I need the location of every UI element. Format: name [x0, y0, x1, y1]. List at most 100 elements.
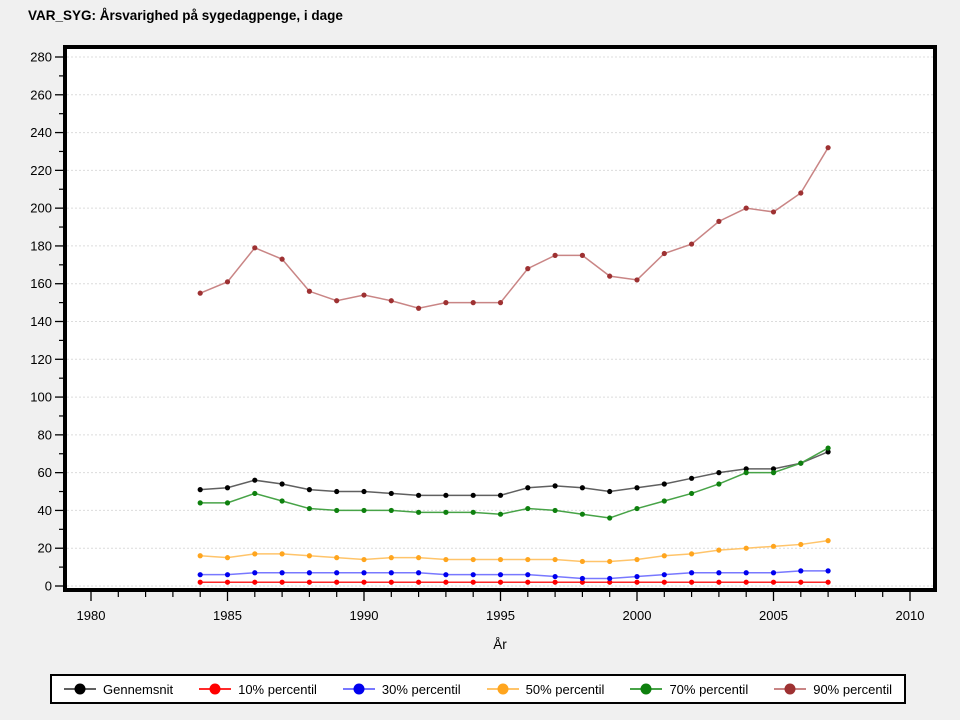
y-tick-label: 80 [38, 427, 52, 442]
data-point-30-percentil [197, 572, 203, 578]
data-point-10-percentil [716, 579, 722, 585]
data-point-10-percentil [825, 579, 831, 585]
x-axis-title: År [493, 637, 507, 652]
x-tick-label: 2005 [759, 608, 788, 623]
data-point-10-percentil [252, 579, 258, 585]
data-point-gennemsnit [279, 481, 285, 487]
data-point-50-percentil [634, 556, 640, 563]
y-tick-label: 140 [30, 314, 52, 329]
data-point-gennemsnit [416, 492, 422, 498]
data-point-50-percentil [361, 556, 367, 563]
data-point-70-percentil [497, 511, 504, 517]
data-point-gennemsnit [607, 488, 613, 495]
data-point-70-percentil [607, 515, 613, 521]
data-point-50-percentil [388, 555, 394, 561]
legend-marker-icon [774, 683, 807, 695]
data-point-30-percentil [388, 570, 394, 576]
data-point-10-percentil [470, 579, 476, 585]
data-point-30-percentil [716, 570, 722, 576]
y-axis: 0 20 40 60 80 100 120 140 160 180 200 220 240 260 280 [30, 50, 63, 594]
data-point-90-percentil [388, 298, 394, 304]
data-point-90-percentil [825, 145, 831, 151]
data-point-70-percentil [716, 481, 722, 487]
data-point-50-percentil [497, 556, 504, 563]
data-point-10-percentil [497, 579, 504, 585]
data-point-50-percentil [416, 555, 422, 561]
plot-area: 0 20 40 60 80 100 120 140 160 180 200 220 240 260 280 1… [30, 45, 937, 623]
data-point-gennemsnit [306, 487, 312, 493]
x-tick-label: 1985 [213, 608, 242, 623]
data-point-gennemsnit [497, 492, 504, 498]
data-point-70-percentil [579, 511, 586, 517]
data-point-10-percentil [689, 579, 695, 585]
data-point-50-percentil [224, 555, 231, 561]
data-point-70-percentil [334, 507, 340, 514]
y-tick-label: 260 [30, 87, 52, 102]
data-point-10-percentil [416, 579, 422, 585]
data-point-10-percentil [770, 579, 777, 585]
series-10-percentil [197, 579, 831, 585]
data-point-50-percentil [607, 558, 613, 565]
data-point-90-percentil [716, 218, 722, 224]
data-point-30-percentil [661, 572, 667, 578]
data-point-90-percentil [252, 245, 258, 251]
data-point-50-percentil [279, 551, 285, 557]
data-point-70-percentil [470, 509, 476, 515]
legend-label: 90% percentil [813, 681, 892, 697]
data-point-50-percentil [661, 553, 667, 559]
data-point-10-percentil [743, 579, 749, 585]
legend-label: 50% percentil [525, 681, 605, 697]
data-point-90-percentil [552, 252, 558, 258]
data-point-gennemsnit [224, 485, 231, 491]
data-point-10-percentil [197, 579, 203, 585]
y-tick-label: 220 [30, 163, 52, 178]
data-point-90-percentil [416, 305, 422, 311]
data-point-gennemsnit [252, 477, 258, 483]
series-line-90-percentil [199, 147, 829, 310]
legend-label: 30% percentil [381, 681, 461, 697]
data-point-10-percentil [634, 579, 640, 585]
data-point-70-percentil [770, 470, 777, 476]
data-point-70-percentil [197, 500, 203, 506]
data-point-70-percentil [552, 507, 558, 514]
series-line-30-percentil [200, 570, 829, 580]
data-point-gennemsnit [579, 485, 586, 491]
data-point-90-percentil [525, 266, 531, 272]
data-point-10-percentil [224, 579, 231, 585]
data-point-gennemsnit [743, 466, 749, 472]
data-point-90-percentil [306, 288, 312, 294]
series-90-percentil [197, 145, 831, 311]
data-point-50-percentil [552, 556, 558, 563]
data-point-70-percentil [634, 505, 640, 512]
legend-item-90-percentil: 90% percentil [774, 681, 892, 697]
y-tick-label: 120 [30, 352, 52, 367]
data-point-70-percentil [743, 470, 749, 476]
data-point-70-percentil [443, 509, 449, 515]
data-point-50-percentil [306, 553, 312, 559]
data-point-50-percentil [470, 556, 476, 563]
legend-item-gennemsnit: Gennemsnit [64, 681, 173, 697]
legend-marker-icon [630, 683, 663, 695]
data-point-gennemsnit [661, 481, 667, 487]
data-point-10-percentil [798, 579, 804, 585]
y-tick-label: 280 [30, 50, 52, 65]
data-point-10-percentil [552, 579, 558, 585]
data-point-30-percentil [416, 570, 422, 576]
data-point-50-percentil [579, 558, 586, 565]
data-point-70-percentil [825, 445, 831, 451]
data-point-30-percentil [279, 570, 285, 576]
data-point-30-percentil [497, 572, 504, 578]
data-point-30-percentil [252, 570, 258, 576]
gridlines [67, 56, 933, 587]
legend-label: Gennemsnit [103, 681, 174, 697]
data-point-90-percentil [770, 209, 777, 215]
y-tick-label: 160 [30, 276, 52, 291]
y-tick-label: 100 [30, 390, 52, 405]
y-tick-label: 40 [38, 503, 52, 518]
data-point-90-percentil [279, 256, 285, 262]
x-tick-label: 2000 [623, 608, 652, 623]
legend-item-50-percentil: 50% percentil [486, 681, 605, 697]
data-point-70-percentil [361, 507, 367, 514]
data-point-30-percentil [770, 570, 777, 576]
